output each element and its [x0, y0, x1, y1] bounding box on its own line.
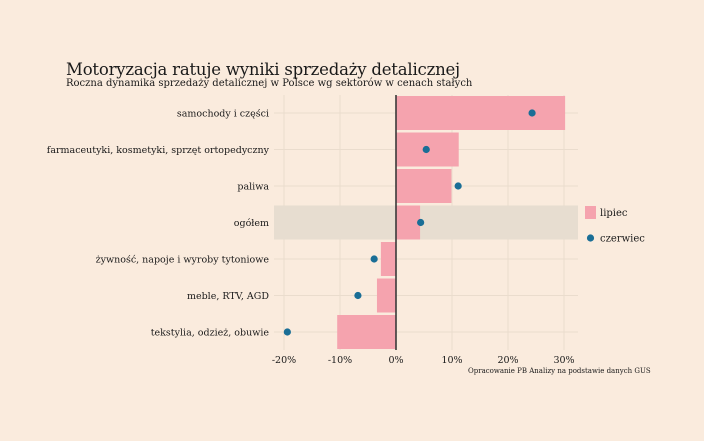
bar-lipiec: [396, 205, 421, 240]
dot-czerwiec: [528, 109, 536, 117]
category-label: paliwa: [237, 182, 269, 193]
category-label: ogółem: [234, 218, 269, 229]
category-label: tekstylia, odzież, obuwie: [151, 328, 270, 339]
bar-lipiec: [380, 242, 396, 276]
legend-swatch-lipiec: [585, 206, 596, 219]
x-tick-label: 30%: [553, 355, 574, 366]
bar-lipiec: [337, 315, 396, 349]
legend-label-lipiec: lipiec: [600, 208, 628, 219]
x-tick-label: -10%: [328, 355, 352, 366]
dot-czerwiec: [454, 182, 462, 190]
bar-lipiec: [396, 96, 566, 130]
category-label: meble, RTV, AGD: [187, 291, 269, 302]
dot-czerwiec: [417, 218, 425, 227]
highlight-band: [274, 205, 578, 240]
bar-lipiec: [376, 278, 396, 313]
category-label: żywność, napoje i wyroby tytoniowe: [96, 255, 270, 266]
category-label: samochody i części: [177, 109, 269, 120]
dot-czerwiec: [422, 145, 430, 154]
x-tick-label: 20%: [497, 355, 518, 366]
dot-czerwiec: [283, 328, 291, 336]
chart-subtitle: Roczna dynamika sprzedaży detalicznej w …: [66, 78, 473, 89]
dot-czerwiec: [354, 291, 362, 300]
legend-marker-czerwiec: [586, 234, 595, 242]
category-label: farmaceutyki, kosmetyki, sprzęt ortopedy…: [47, 145, 270, 156]
x-tick-label: 0%: [388, 355, 403, 366]
x-tick-label: -20%: [272, 355, 296, 366]
legend-label-czerwiec: czerwiec: [600, 234, 645, 245]
source-caption: Opracowanie PB Analizy na podstawie dany…: [468, 367, 651, 375]
x-tick-label: 10%: [441, 355, 462, 366]
bar-lipiec: [396, 169, 452, 203]
dot-czerwiec: [370, 255, 378, 263]
chart-title: Motoryzacja ratuje wyniki sprzedaży deta…: [66, 60, 460, 79]
